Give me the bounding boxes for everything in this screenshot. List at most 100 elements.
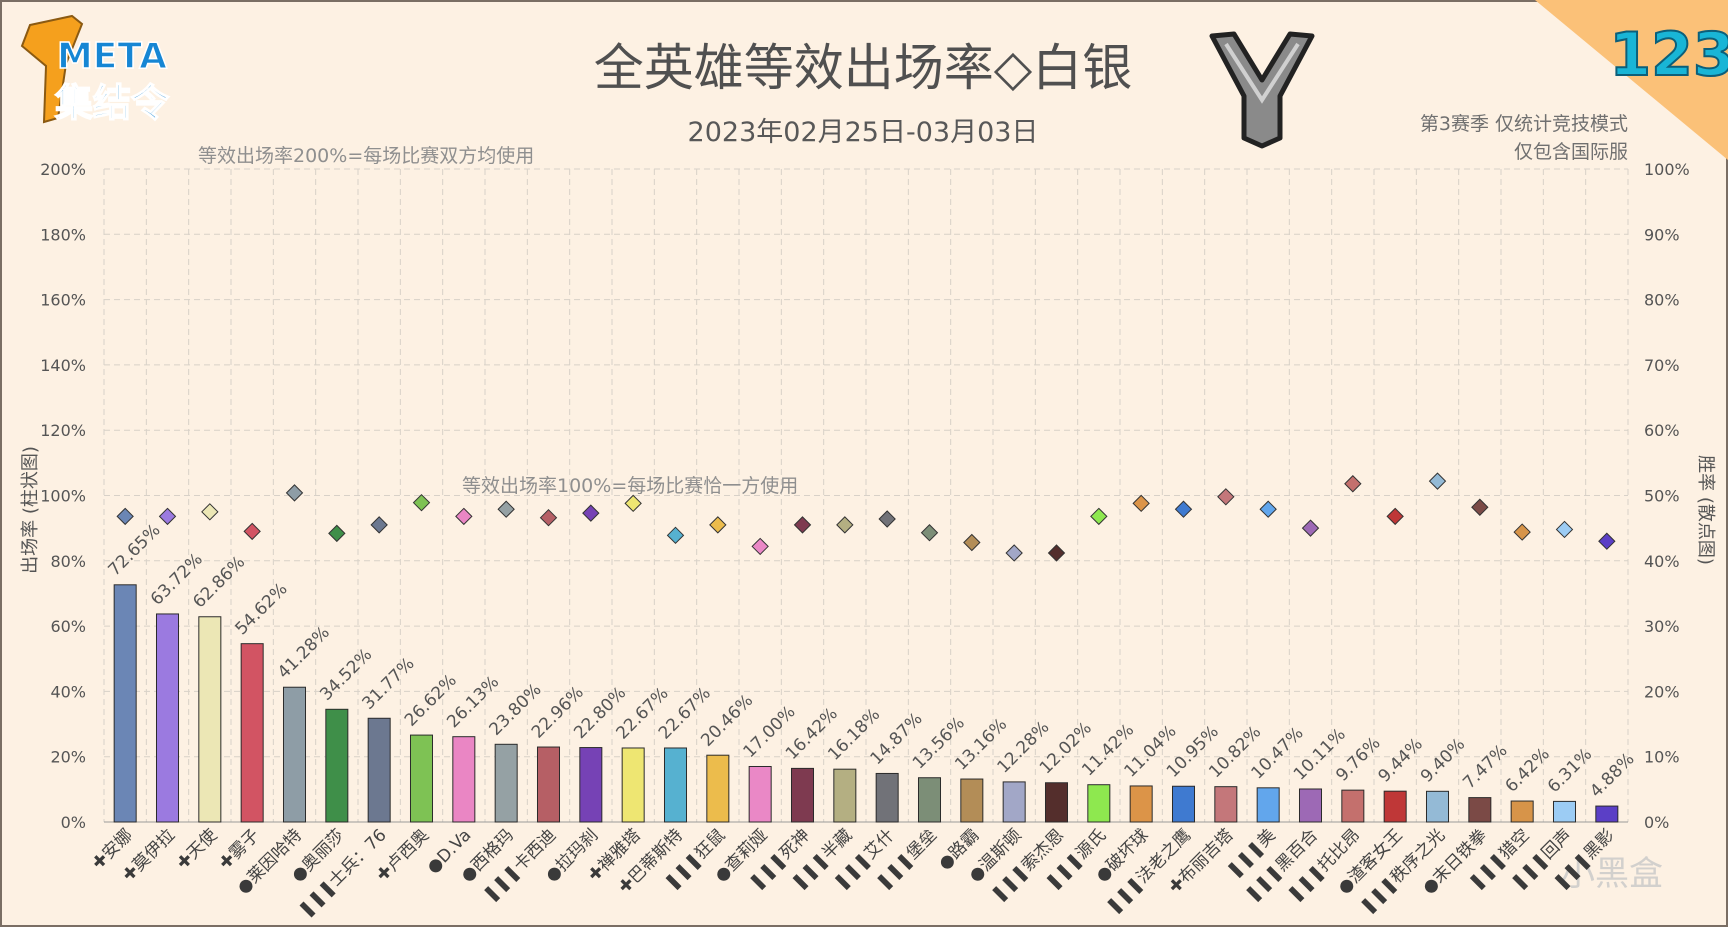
bar [1171, 785, 1196, 823]
bar [1044, 782, 1069, 823]
y2-tick-label: 30% [1644, 617, 1680, 636]
y-tick-label: 140% [40, 356, 86, 375]
watermark: 小黑盒 [1561, 854, 1663, 894]
date-range: 2023年02月25日-03月03日 [688, 117, 1039, 148]
win-rate-point [201, 503, 219, 521]
bar [155, 613, 180, 823]
y2-tick-label: 0% [1644, 813, 1669, 832]
win-rate-point [1174, 500, 1193, 518]
win-rate-point [666, 526, 685, 545]
win-rate-point [412, 493, 431, 512]
win-rate-point [624, 494, 642, 513]
y-tick-label: 100% [40, 487, 86, 506]
bar [1510, 800, 1534, 823]
win-rate-point [1259, 500, 1277, 518]
silver-rank-icon [1209, 31, 1315, 149]
y-tick-label: 180% [40, 225, 86, 244]
y-tick-label: 200% [40, 160, 86, 179]
server-note: 仅包含国际服 [1514, 141, 1628, 163]
win-rate-point [158, 507, 177, 526]
win-rate-point [1217, 488, 1235, 506]
bar [875, 772, 899, 823]
bar [621, 747, 645, 823]
bars [113, 584, 1619, 823]
bar [409, 734, 434, 823]
y2-tick-label: 70% [1644, 356, 1680, 375]
meta-logo: META 集结令 [20, 14, 171, 126]
annotation-100: 等效出场率100%=每场比赛恰一方使用 [462, 475, 798, 497]
win-rate-point [920, 524, 939, 542]
hammer-icon [20, 14, 84, 124]
logo-line1: META [57, 36, 167, 77]
bar [1425, 790, 1450, 823]
win-rate-point [582, 504, 600, 522]
y-tick-label: 20% [50, 748, 86, 767]
win-rate-points [116, 472, 1616, 562]
bar [325, 708, 349, 823]
y2-tick-label: 90% [1644, 225, 1680, 244]
bar [960, 778, 984, 823]
bar [1087, 784, 1111, 823]
y-tick-label: 60% [50, 617, 86, 636]
y-axis-right: 0% 10% 20% 30% 40% 50% 60% 70% 80% 90% 100% [1644, 160, 1690, 832]
win-rate-point [751, 537, 769, 556]
win-rate-point [328, 524, 346, 543]
season-note: 第3赛季 仅统计竞技模式 [1420, 113, 1628, 135]
bar [367, 717, 391, 823]
bar [240, 643, 264, 823]
win-rate-point [285, 484, 304, 502]
y-axis-label-right: 胜率 (散点图) [1695, 455, 1716, 565]
y2-tick-label: 10% [1644, 748, 1680, 767]
win-rate-point [539, 508, 558, 527]
win-rate-point [878, 510, 896, 528]
y2-tick-label: 100% [1644, 160, 1690, 179]
bar [1595, 805, 1619, 823]
y-axis-label-left: 出场率 (柱状图) [20, 446, 41, 574]
win-rate-point [836, 516, 854, 534]
y-tick-label: 120% [40, 421, 86, 440]
issue-number: 123 [1609, 20, 1728, 90]
y2-tick-label: 50% [1644, 487, 1680, 506]
bar [1256, 787, 1280, 823]
bar [494, 743, 518, 823]
bar [1468, 797, 1492, 823]
win-rate-point [1090, 507, 1108, 526]
win-rate-point [1513, 523, 1531, 541]
bar [198, 616, 222, 823]
x-axis-labels: ✚安娜✚莫伊拉✚天使✚雾子●莱因哈特●奥丽莎❚❚❚士兵：76✚卢西奥●D.Va●… [88, 825, 1618, 921]
win-rate-point [963, 533, 981, 552]
y-axis-left: 0% 20% 40% 60% 80% 100% 120% 140% 160% 180% 200% [40, 160, 86, 832]
y2-tick-label: 80% [1644, 291, 1680, 310]
bar [536, 746, 561, 823]
bar [1383, 790, 1407, 823]
logo-line2: 集结令 [54, 81, 170, 125]
win-rate-point [1301, 519, 1320, 537]
win-rate-point [1047, 544, 1066, 562]
x-tick-label: ✚天使 [172, 825, 221, 874]
win-rate-point [116, 507, 134, 526]
win-rate-point [497, 500, 515, 518]
bar [1129, 785, 1153, 823]
win-rate-point [709, 516, 727, 534]
win-rate-point [1132, 494, 1150, 513]
bar [748, 765, 772, 823]
win-rate-point [455, 507, 473, 526]
bar [790, 767, 815, 823]
y-tick-label: 160% [40, 291, 86, 310]
bar [113, 584, 137, 823]
bar [706, 754, 730, 823]
bar [663, 747, 688, 823]
bar [1552, 800, 1577, 823]
bar [917, 777, 942, 823]
win-rate-point [243, 522, 261, 541]
win-rate-point [1598, 532, 1616, 550]
win-rate-point [1471, 498, 1489, 516]
grid [103, 168, 1629, 823]
win-rate-point [1005, 544, 1023, 562]
bar [1341, 789, 1365, 823]
bar [579, 747, 603, 823]
y2-tick-label: 60% [1644, 421, 1680, 440]
